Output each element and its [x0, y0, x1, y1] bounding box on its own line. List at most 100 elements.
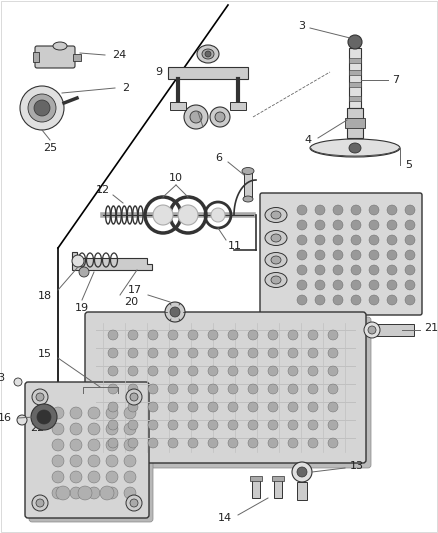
Ellipse shape	[265, 230, 287, 246]
Circle shape	[387, 250, 397, 260]
Circle shape	[211, 208, 225, 222]
Circle shape	[268, 330, 278, 340]
Circle shape	[268, 438, 278, 448]
Text: 24: 24	[112, 50, 126, 60]
Circle shape	[288, 384, 298, 394]
Ellipse shape	[265, 253, 287, 268]
Circle shape	[369, 265, 379, 275]
Circle shape	[288, 402, 298, 412]
Circle shape	[268, 384, 278, 394]
Circle shape	[128, 366, 138, 376]
Circle shape	[128, 420, 138, 430]
Circle shape	[215, 112, 225, 122]
Circle shape	[124, 471, 136, 483]
Circle shape	[369, 280, 379, 290]
Circle shape	[130, 393, 138, 401]
Circle shape	[405, 295, 415, 305]
Circle shape	[315, 205, 325, 215]
Circle shape	[368, 326, 376, 334]
Circle shape	[297, 235, 307, 245]
Circle shape	[108, 438, 118, 448]
Circle shape	[37, 410, 51, 424]
Circle shape	[108, 420, 118, 430]
Circle shape	[268, 366, 278, 376]
Text: 2: 2	[122, 83, 129, 93]
Text: 7: 7	[392, 75, 399, 85]
Circle shape	[128, 330, 138, 340]
Circle shape	[387, 265, 397, 275]
Circle shape	[351, 220, 361, 230]
Circle shape	[88, 439, 100, 451]
Circle shape	[165, 302, 185, 322]
Circle shape	[328, 384, 338, 394]
Text: 16: 16	[0, 413, 12, 423]
Circle shape	[351, 235, 361, 245]
Circle shape	[188, 384, 198, 394]
Circle shape	[78, 486, 92, 500]
Circle shape	[52, 487, 64, 499]
Circle shape	[36, 393, 44, 401]
Circle shape	[248, 348, 258, 358]
Circle shape	[52, 471, 64, 483]
Circle shape	[188, 330, 198, 340]
Circle shape	[52, 423, 64, 435]
Circle shape	[369, 235, 379, 245]
Circle shape	[328, 366, 338, 376]
Circle shape	[328, 402, 338, 412]
Circle shape	[348, 35, 362, 49]
Circle shape	[387, 205, 397, 215]
Circle shape	[405, 265, 415, 275]
Bar	[73, 54, 81, 61]
Circle shape	[228, 384, 238, 394]
Circle shape	[315, 235, 325, 245]
Circle shape	[178, 205, 198, 225]
Bar	[349, 96, 361, 101]
Circle shape	[20, 86, 64, 130]
Bar	[230, 102, 246, 110]
Text: 13: 13	[350, 461, 364, 471]
Circle shape	[288, 330, 298, 340]
Circle shape	[351, 280, 361, 290]
Text: 10: 10	[169, 173, 183, 183]
Circle shape	[108, 330, 118, 340]
Circle shape	[52, 407, 64, 419]
Circle shape	[369, 220, 379, 230]
Circle shape	[124, 487, 136, 499]
Ellipse shape	[271, 234, 281, 242]
Circle shape	[248, 420, 258, 430]
Circle shape	[70, 471, 82, 483]
Circle shape	[248, 402, 258, 412]
Ellipse shape	[242, 167, 254, 174]
Circle shape	[405, 235, 415, 245]
Circle shape	[288, 438, 298, 448]
Circle shape	[208, 366, 218, 376]
Circle shape	[248, 384, 258, 394]
Circle shape	[148, 348, 158, 358]
Circle shape	[79, 267, 89, 277]
Circle shape	[288, 348, 298, 358]
Circle shape	[228, 330, 238, 340]
Circle shape	[126, 495, 142, 511]
FancyBboxPatch shape	[35, 46, 75, 68]
Circle shape	[228, 420, 238, 430]
Circle shape	[208, 330, 218, 340]
Text: 23: 23	[0, 373, 5, 383]
Ellipse shape	[265, 272, 287, 287]
Circle shape	[333, 265, 343, 275]
Circle shape	[168, 384, 178, 394]
Bar	[372, 324, 414, 336]
Circle shape	[315, 295, 325, 305]
Ellipse shape	[265, 207, 287, 222]
Circle shape	[28, 94, 56, 122]
Circle shape	[70, 455, 82, 467]
Circle shape	[14, 378, 22, 386]
Circle shape	[333, 295, 343, 305]
Circle shape	[100, 486, 114, 500]
Circle shape	[108, 366, 118, 376]
Bar	[170, 102, 186, 110]
Circle shape	[308, 384, 318, 394]
Text: 9: 9	[155, 67, 162, 77]
FancyBboxPatch shape	[29, 386, 153, 522]
Circle shape	[369, 295, 379, 305]
Bar	[349, 58, 361, 63]
